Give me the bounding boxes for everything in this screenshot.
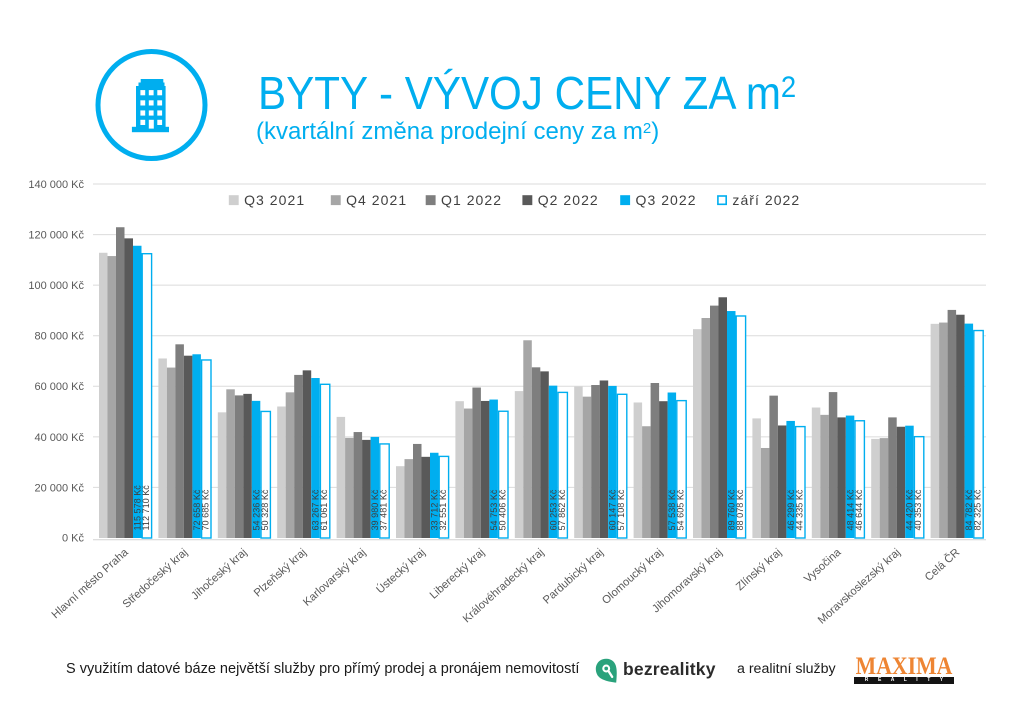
svg-text:Q3 2021: Q3 2021 — [244, 192, 305, 208]
svg-text:60 147 Kč: 60 147 Kč — [608, 489, 618, 530]
svg-text:Plzeňský kraj: Plzeňský kraj — [252, 547, 309, 600]
svg-text:115 578 Kč: 115 578 Kč — [132, 485, 142, 531]
svg-text:Q3 2022: Q3 2022 — [636, 192, 697, 208]
svg-text:54 605 Kč: 54 605 Kč — [676, 489, 686, 530]
svg-text:Středočeský kraj: Středočeský kraj — [121, 547, 190, 611]
svg-text:48 414 Kč: 48 414 Kč — [845, 489, 855, 530]
svg-text:57 108 Kč: 57 108 Kč — [616, 489, 626, 530]
svg-text:46 299 Kč: 46 299 Kč — [786, 489, 796, 530]
svg-text:40 000 Kč: 40 000 Kč — [34, 432, 84, 444]
svg-text:20 000 Kč: 20 000 Kč — [34, 482, 84, 494]
svg-text:60 000 Kč: 60 000 Kč — [34, 381, 84, 393]
svg-text:54 753 Kč: 54 753 Kč — [489, 489, 499, 530]
svg-text:84 782 Kč: 84 782 Kč — [964, 489, 974, 530]
svg-text:39 980 Kč: 39 980 Kč — [370, 489, 380, 530]
svg-text:54 236 Kč: 54 236 Kč — [251, 489, 261, 530]
svg-text:Q1 2022: Q1 2022 — [441, 192, 502, 208]
svg-text:Q4 2021: Q4 2021 — [346, 192, 407, 208]
svg-text:82 325 Kč: 82 325 Kč — [973, 489, 983, 530]
svg-text:Vysočina: Vysočina — [802, 546, 844, 586]
svg-text:88 078 Kč: 88 078 Kč — [735, 489, 745, 530]
svg-text:září 2022: září 2022 — [732, 192, 800, 208]
svg-text:120 000 Kč: 120 000 Kč — [28, 230, 84, 242]
svg-text:37 481 Kč: 37 481 Kč — [379, 489, 389, 530]
svg-text:40 353 Kč: 40 353 Kč — [913, 489, 923, 530]
svg-text:72 658 Kč: 72 658 Kč — [192, 489, 202, 530]
svg-text:Jihočeský kraj: Jihočeský kraj — [189, 547, 249, 603]
svg-text:Karlovarský kraj: Karlovarský kraj — [301, 547, 368, 609]
svg-text:0 Kč: 0 Kč — [62, 533, 85, 545]
svg-text:Liberecký kraj: Liberecký kraj — [428, 547, 487, 602]
svg-text:Q2 2022: Q2 2022 — [538, 192, 599, 208]
svg-text:44 420 Kč: 44 420 Kč — [905, 489, 915, 530]
svg-text:60 253 Kč: 60 253 Kč — [548, 489, 558, 530]
svg-text:112 710 Kč: 112 710 Kč — [141, 485, 151, 531]
svg-text:32 551 Kč: 32 551 Kč — [438, 489, 448, 530]
svg-text:63 267 Kč: 63 267 Kč — [311, 489, 321, 530]
svg-text:50 406 Kč: 50 406 Kč — [497, 489, 507, 530]
svg-text:100 000 Kč: 100 000 Kč — [28, 280, 84, 292]
svg-text:140 000 Kč: 140 000 Kč — [28, 179, 84, 191]
svg-text:61 061 Kč: 61 061 Kč — [319, 489, 329, 530]
svg-text:Hlavní město Praha: Hlavní město Praha — [50, 546, 132, 621]
svg-text:50 328 Kč: 50 328 Kč — [260, 489, 270, 530]
svg-text:Celá ČR: Celá ČR — [922, 546, 962, 584]
svg-text:44 335 Kč: 44 335 Kč — [794, 489, 804, 530]
svg-text:Olomoucký kraj: Olomoucký kraj — [600, 547, 665, 608]
svg-text:80 000 Kč: 80 000 Kč — [34, 331, 84, 343]
svg-text:70 685 Kč: 70 685 Kč — [200, 489, 210, 530]
svg-text:57 538 Kč: 57 538 Kč — [667, 489, 677, 530]
svg-text:89 760 Kč: 89 760 Kč — [726, 489, 736, 530]
svg-text:33 712 Kč: 33 712 Kč — [429, 489, 439, 530]
svg-text:Pardubický kraj: Pardubický kraj — [541, 547, 606, 607]
svg-text:Ústecký kraj: Ústecký kraj — [374, 546, 428, 596]
svg-text:Zlínský kraj: Zlínský kraj — [734, 547, 784, 594]
svg-text:57 862 Kč: 57 862 Kč — [557, 489, 567, 530]
svg-text:46 644 Kč: 46 644 Kč — [854, 489, 864, 530]
